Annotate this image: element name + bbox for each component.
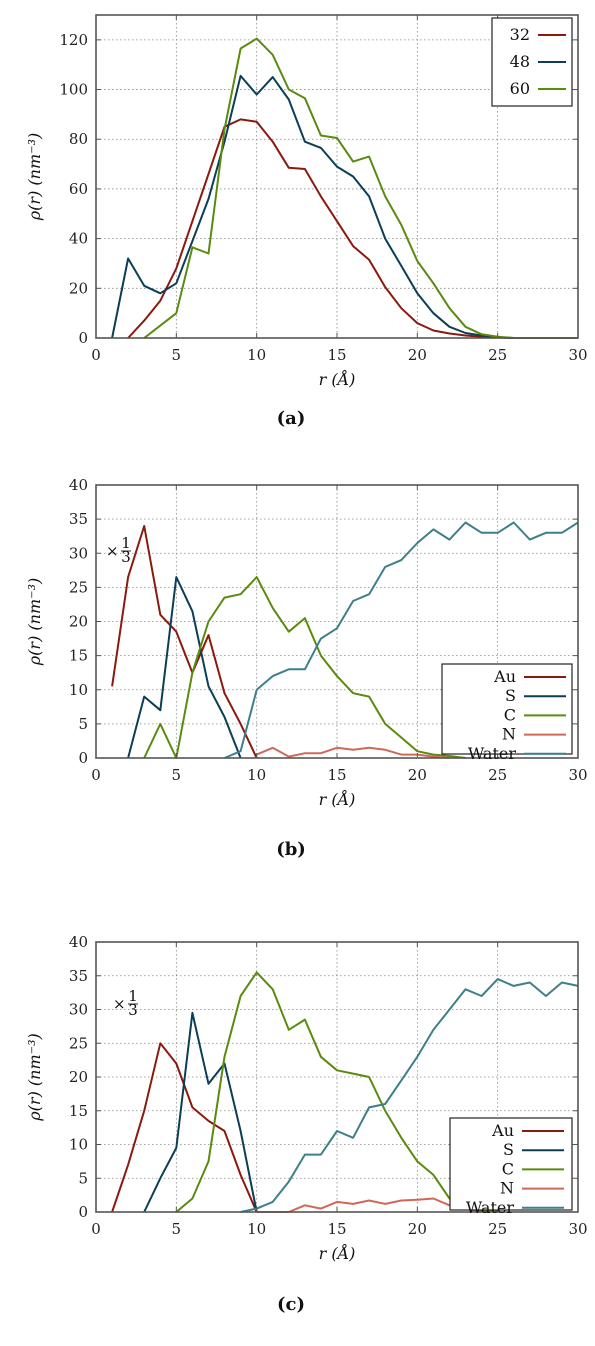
annotation-numerator: 1 xyxy=(128,987,138,1005)
legend-label: S xyxy=(505,686,516,705)
x-tick-label: 10 xyxy=(247,1220,266,1238)
y-tick-label: 20 xyxy=(69,1068,88,1086)
legend-box xyxy=(449,1117,573,1211)
x-tick-label: 25 xyxy=(488,346,507,364)
x-tick-label: 20 xyxy=(408,346,427,364)
legend-label: 48 xyxy=(510,52,530,71)
x-tick-label: 30 xyxy=(568,766,587,784)
legend-label: Water xyxy=(466,1198,514,1217)
x-axis-label: r (Å) xyxy=(319,789,356,809)
x-tick-label: 0 xyxy=(91,766,101,784)
y-tick-label: 40 xyxy=(69,230,88,248)
x-tick-label: 25 xyxy=(488,1220,507,1238)
y-tick-label: 25 xyxy=(69,1034,88,1052)
legend-label: N xyxy=(502,725,516,744)
y-tick-label: 0 xyxy=(78,329,88,347)
x-tick-label: 30 xyxy=(568,346,587,364)
series-line-au xyxy=(111,525,258,759)
x-axis-label: r (Å) xyxy=(319,369,356,389)
x-axis-label: r (Å) xyxy=(319,1243,356,1263)
annotation-times: × xyxy=(106,542,119,560)
series-line-n xyxy=(256,1197,482,1213)
annotation-scale: × 13 xyxy=(113,987,138,1019)
y-tick-label: 30 xyxy=(69,1001,88,1019)
y-tick-label: 20 xyxy=(69,279,88,297)
y-axis-label: ρ(r) (nm⁻³) xyxy=(25,1033,44,1121)
legend-label: S xyxy=(503,1140,514,1159)
x-tick-label: 15 xyxy=(327,1220,346,1238)
y-tick-label: 35 xyxy=(69,510,88,528)
y-tick-label: 40 xyxy=(69,476,88,494)
chart-panel-1: 0 5 10 15 20 25 30 0 20 40 60 80 100 120 r (Å) ρ(r) (nm… xyxy=(25,14,588,429)
series-line-s xyxy=(143,1011,258,1213)
x-tick-label: 0 xyxy=(91,346,101,364)
y-tick-label: 10 xyxy=(69,1136,88,1154)
y-tick-label: 0 xyxy=(78,749,88,767)
panel-caption: (c) xyxy=(277,1294,305,1315)
y-axis-label: ρ(r) (nm⁻³) xyxy=(25,133,44,221)
chart-panel-2: 0 5 10 15 20 25 30 0 5 10 15 20 25 30 35 40 r (Å) ρ(r) (n… xyxy=(25,476,588,860)
x-tick-label: 25 xyxy=(488,766,507,784)
x-tick-label: 30 xyxy=(568,1220,587,1238)
y-tick-label: 5 xyxy=(78,715,88,733)
x-tick-label: 0 xyxy=(91,1220,101,1238)
x-tick-label: 15 xyxy=(327,766,346,784)
y-tick-label: 100 xyxy=(59,81,88,99)
legend-label: C xyxy=(502,1159,514,1178)
x-tick-label: 15 xyxy=(327,346,346,364)
series-line-water xyxy=(240,978,579,1213)
x-tick-label: 10 xyxy=(247,346,266,364)
x-tick-label: 20 xyxy=(408,1220,427,1238)
legend-label: 60 xyxy=(510,79,530,98)
y-tick-label: 15 xyxy=(69,1102,88,1120)
y-tick-label: 120 xyxy=(59,31,88,49)
x-tick-label: 20 xyxy=(408,766,427,784)
y-tick-label: 5 xyxy=(78,1169,88,1187)
annotation-times: × xyxy=(113,995,126,1013)
y-tick-label: 35 xyxy=(69,967,88,985)
annotation-scale: × 13 xyxy=(106,534,131,566)
legend-label: 32 xyxy=(510,25,530,44)
panel-caption: (a) xyxy=(277,408,306,429)
y-axis-label: ρ(r) (nm⁻³) xyxy=(25,578,44,666)
y-tick-label: 80 xyxy=(69,130,88,148)
legend-label: Water xyxy=(468,744,516,763)
annotation-denominator: 3 xyxy=(128,1001,138,1019)
x-tick-label: 5 xyxy=(172,1220,182,1238)
legend-box xyxy=(441,663,573,755)
x-tick-label: 5 xyxy=(172,766,182,784)
y-tick-label: 15 xyxy=(69,647,88,665)
chart-panel-3: 0 5 10 15 20 25 30 0 5 10 15 20 25 30 35 40 r (Å) ρ(r) (n… xyxy=(25,933,588,1315)
panel-caption: (b) xyxy=(276,839,306,860)
y-tick-label: 10 xyxy=(69,681,88,699)
y-tick-label: 30 xyxy=(69,544,88,562)
series-line-au xyxy=(111,1042,258,1213)
series-line-water xyxy=(224,521,579,759)
annotation-numerator: 1 xyxy=(121,534,131,552)
legend-label: C xyxy=(504,705,516,724)
annotation-denominator: 3 xyxy=(121,548,131,566)
series-line-c xyxy=(143,576,466,759)
x-tick-label: 10 xyxy=(247,766,266,784)
series-line-c xyxy=(175,971,498,1213)
series-line-s xyxy=(127,576,242,759)
legend-label: Au xyxy=(491,1121,514,1140)
legend-label: N xyxy=(500,1179,514,1198)
legend-label: Au xyxy=(493,667,516,686)
y-tick-label: 40 xyxy=(69,933,88,951)
series-line-48 xyxy=(111,74,578,339)
y-tick-label: 60 xyxy=(69,180,88,198)
series-line-32 xyxy=(127,118,578,339)
y-tick-label: 0 xyxy=(78,1203,88,1221)
y-tick-label: 25 xyxy=(69,578,88,596)
y-tick-label: 20 xyxy=(69,613,88,631)
x-tick-label: 5 xyxy=(172,346,182,364)
